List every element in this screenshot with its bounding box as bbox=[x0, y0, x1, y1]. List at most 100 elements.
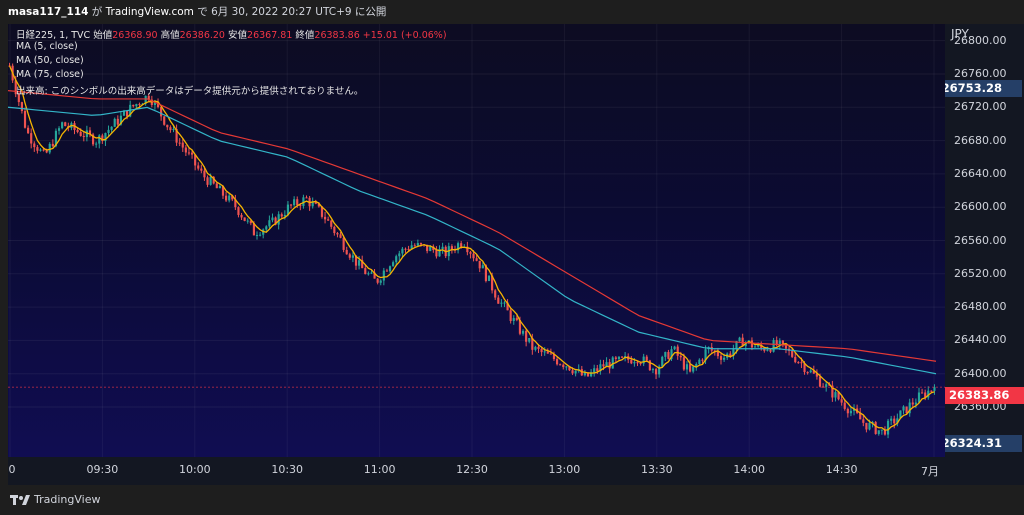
symbol-name[interactable]: 日経225, 1, TVC bbox=[16, 30, 91, 41]
candle-body bbox=[126, 110, 129, 117]
candle-body bbox=[336, 233, 339, 235]
ma75-legend[interactable]: MA (75, close) bbox=[16, 69, 84, 80]
footer-brand[interactable]: TradingView bbox=[34, 493, 101, 506]
candle-body bbox=[525, 330, 528, 342]
candle-body bbox=[435, 250, 438, 257]
candle-body bbox=[419, 243, 423, 245]
candle-body bbox=[61, 122, 64, 129]
close-value: 26383.86 bbox=[314, 30, 360, 41]
candle-body bbox=[630, 359, 633, 364]
candle-body bbox=[364, 268, 367, 275]
candle-body bbox=[17, 94, 20, 103]
candle-body bbox=[351, 255, 354, 258]
candle-body bbox=[927, 390, 930, 398]
candle-body bbox=[546, 351, 549, 354]
candle-body bbox=[667, 352, 670, 359]
price-chart-svg[interactable] bbox=[8, 24, 945, 457]
candle-body bbox=[113, 118, 116, 127]
candle-body bbox=[846, 408, 849, 414]
candle-body bbox=[531, 337, 534, 350]
candle-body bbox=[218, 186, 221, 189]
candle-body bbox=[246, 220, 249, 222]
candle-body bbox=[135, 104, 138, 107]
candle-body bbox=[153, 101, 157, 105]
candle-body bbox=[475, 258, 478, 261]
candle-body bbox=[605, 362, 608, 367]
candle-body bbox=[178, 142, 181, 144]
candle-body bbox=[42, 149, 45, 151]
candle-body bbox=[651, 369, 655, 371]
y-tick-label: 26600.00 bbox=[954, 200, 1007, 214]
candle-body bbox=[404, 248, 407, 250]
candle-body bbox=[339, 234, 342, 238]
candle-body bbox=[593, 368, 596, 373]
high-label: 高値 bbox=[160, 30, 180, 41]
candle-body bbox=[410, 245, 413, 250]
candle-body bbox=[586, 372, 590, 377]
publish-date: で 6月 30, 2022 20:27 UTC+9 に公開 bbox=[193, 6, 387, 18]
candle-body bbox=[791, 350, 794, 357]
candle-body bbox=[221, 186, 225, 196]
candle-body bbox=[757, 344, 760, 347]
chart-pane[interactable]: 日経225, 1, TVC 始値26368.90 高値26386.20 安値26… bbox=[8, 24, 945, 457]
candle-body bbox=[314, 202, 317, 204]
price-axis[interactable]: JPY 26800.00 26760.00 26720.00 26680.00 2664… bbox=[945, 24, 1024, 457]
candle-body bbox=[367, 273, 370, 275]
candle-body bbox=[460, 243, 463, 247]
candle-body bbox=[868, 422, 871, 430]
candle-body bbox=[815, 373, 818, 377]
candle-body bbox=[172, 129, 175, 131]
candle-body bbox=[200, 168, 203, 171]
candle-body bbox=[382, 270, 385, 281]
candle-body bbox=[209, 176, 212, 185]
candle-body bbox=[862, 419, 865, 423]
candle-body bbox=[543, 351, 546, 353]
candle-body bbox=[181, 142, 184, 148]
candle-body bbox=[27, 127, 30, 134]
candle-body bbox=[896, 418, 899, 424]
candle-body bbox=[500, 302, 503, 304]
candle-body bbox=[163, 116, 166, 125]
author-name[interactable]: masa117_114 bbox=[8, 6, 89, 18]
candle-body bbox=[166, 124, 169, 128]
candle-body bbox=[76, 129, 79, 132]
candle-body bbox=[14, 80, 17, 95]
x-tick-label: 10:00 bbox=[178, 463, 211, 476]
candle-body bbox=[271, 217, 274, 221]
candle-body bbox=[487, 275, 491, 282]
candle-body bbox=[772, 340, 775, 352]
candle-body bbox=[472, 253, 475, 259]
candle-body bbox=[633, 362, 636, 364]
candle-body bbox=[197, 165, 200, 169]
y-tick-label: 26720.00 bbox=[954, 100, 1007, 114]
candle-body bbox=[732, 349, 735, 356]
ma5-legend[interactable]: MA (5, close) bbox=[16, 41, 78, 52]
candle-body bbox=[781, 340, 784, 344]
candle-body bbox=[116, 118, 119, 125]
candle-body bbox=[596, 368, 599, 372]
candle-body bbox=[23, 111, 27, 128]
candle-body bbox=[426, 244, 429, 252]
candle-body bbox=[568, 366, 571, 371]
candle-body bbox=[481, 265, 484, 269]
low-price-tag: 安値 26324.31 bbox=[945, 435, 1022, 452]
ma50-legend[interactable]: MA (50, close) bbox=[16, 55, 84, 66]
candle-body bbox=[438, 249, 441, 257]
candle-body bbox=[88, 130, 92, 135]
ma50-line bbox=[8, 106, 937, 375]
candle-body bbox=[429, 246, 432, 252]
candle-body bbox=[893, 418, 896, 424]
candle-body bbox=[385, 270, 389, 272]
candle-body bbox=[503, 302, 506, 304]
candle-body bbox=[701, 359, 704, 361]
candle-body bbox=[30, 133, 33, 144]
site-name[interactable]: TradingView.com bbox=[105, 6, 194, 18]
candle-body bbox=[187, 152, 191, 154]
candle-body bbox=[636, 362, 639, 364]
candle-body bbox=[899, 410, 902, 419]
candle-body bbox=[549, 353, 552, 355]
candle-body bbox=[144, 95, 147, 104]
candle-body bbox=[809, 370, 812, 373]
time-axis[interactable]: 0 09:30 10:00 10:30 11:00 12:30 13:00 13:30 14:0… bbox=[8, 457, 945, 485]
candle-body bbox=[537, 346, 540, 349]
